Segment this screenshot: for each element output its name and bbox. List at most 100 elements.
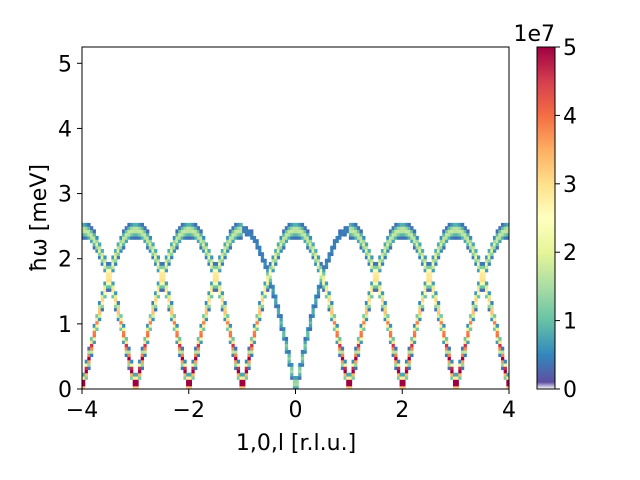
heatmap-cell — [250, 349, 254, 354]
heatmap-cell — [498, 349, 502, 354]
heatmap-cell — [274, 248, 278, 253]
heatmap-cell — [372, 265, 377, 270]
heatmap-cell — [146, 242, 150, 247]
heatmap-cell — [466, 239, 470, 244]
heatmap-cell — [340, 353, 345, 358]
heatmap-cell — [370, 268, 374, 273]
heatmap-cell — [404, 359, 409, 364]
heatmap-cell — [156, 284, 160, 289]
heatmap-cell — [487, 291, 491, 296]
heatmap-cell — [140, 235, 144, 240]
heatmap-cell — [378, 291, 382, 296]
heatmap-cell — [143, 226, 147, 230]
heatmap-cell — [148, 317, 152, 322]
heatmap-cell — [439, 314, 443, 318]
heatmap-cell — [455, 375, 459, 380]
heatmap-cell — [370, 291, 374, 296]
heatmap-cell — [356, 232, 361, 237]
heatmap-cell — [247, 359, 251, 364]
heatmap-cell — [327, 301, 331, 305]
heatmap-cell — [202, 239, 206, 244]
heatmap-cell — [495, 242, 499, 247]
heatmap-cell — [82, 226, 86, 230]
heatmap-cell — [474, 297, 478, 302]
heatmap-cell — [183, 222, 187, 227]
heatmap-cell — [426, 271, 430, 276]
heatmap-cell — [388, 229, 393, 234]
heatmap-cell — [228, 232, 233, 237]
heatmap-cell — [492, 242, 497, 247]
heatmap-cell — [311, 314, 315, 318]
heatmap-cell — [458, 235, 462, 240]
heatmap-cell — [391, 346, 395, 351]
heatmap-cell — [471, 242, 475, 247]
heatmap-cell — [183, 372, 187, 377]
heatmap-cell — [394, 362, 398, 367]
heatmap-cell — [460, 366, 465, 371]
heatmap-cell — [130, 226, 134, 230]
heatmap-cell — [204, 255, 209, 260]
heatmap-cell — [287, 226, 291, 230]
heatmap-cell — [282, 327, 286, 331]
heatmap-cell — [258, 314, 262, 318]
heatmap-cell — [95, 314, 99, 318]
heatmap-cell — [396, 359, 401, 364]
heatmap-cell — [87, 362, 91, 367]
heatmap-cell — [127, 359, 131, 364]
heatmap-cell — [212, 271, 217, 276]
heatmap-cell — [234, 235, 238, 240]
heatmap-cell — [223, 245, 227, 250]
heatmap-cell — [386, 242, 390, 247]
heatmap-cell — [255, 323, 259, 328]
heatmap-cell — [476, 258, 481, 263]
heatmap-cell — [92, 323, 96, 328]
heatmap-cell — [215, 288, 219, 292]
heatmap-cell — [330, 310, 334, 315]
heatmap-cell — [463, 349, 467, 354]
heatmap-cell — [436, 314, 441, 318]
heatmap-cell — [388, 323, 393, 328]
heatmap-cell — [423, 284, 427, 289]
heatmap-cell — [116, 252, 120, 257]
heatmap-cell — [372, 284, 377, 289]
heatmap-cell — [274, 301, 278, 305]
heatmap-cell — [266, 268, 270, 273]
heatmap-cell — [111, 294, 115, 299]
heatmap-cell — [402, 235, 406, 240]
heatmap-cell — [498, 239, 502, 244]
heatmap-cell — [452, 375, 457, 380]
heatmap-cell — [476, 291, 481, 296]
heatmap-cell — [455, 372, 459, 377]
heatmap-cell — [442, 239, 446, 244]
heatmap-cell — [471, 252, 475, 257]
heatmap-cell — [466, 323, 470, 328]
heatmap-cell — [207, 252, 211, 257]
heatmap-cell — [95, 317, 99, 322]
heatmap-cell — [490, 255, 494, 260]
heatmap-cell — [404, 369, 409, 374]
heatmap-cell — [364, 242, 369, 247]
heatmap-cell — [215, 275, 219, 279]
heatmap-cell — [442, 232, 446, 237]
heatmap-cell — [212, 278, 217, 283]
heatmap-cell — [119, 323, 123, 328]
heatmap-cell — [156, 265, 160, 270]
heatmap-cell — [106, 268, 110, 273]
heatmap-cell — [343, 232, 347, 237]
heatmap-cell — [506, 229, 509, 234]
heatmap-cell — [242, 372, 246, 377]
heatmap-cell — [228, 239, 233, 244]
heatmap-cell — [84, 222, 88, 227]
heatmap-cell — [154, 255, 158, 260]
heatmap-cell — [359, 232, 363, 237]
heatmap-cell — [218, 294, 222, 299]
heatmap-cell — [84, 235, 88, 240]
heatmap-cell — [220, 297, 225, 302]
heatmap-cell — [431, 294, 435, 299]
heatmap-cell — [162, 281, 166, 286]
heatmap-cell — [196, 229, 201, 234]
heatmap-cell — [383, 255, 387, 260]
heatmap-cell — [386, 239, 390, 244]
heatmap-cell — [143, 349, 147, 354]
heatmap-cell — [199, 229, 203, 234]
